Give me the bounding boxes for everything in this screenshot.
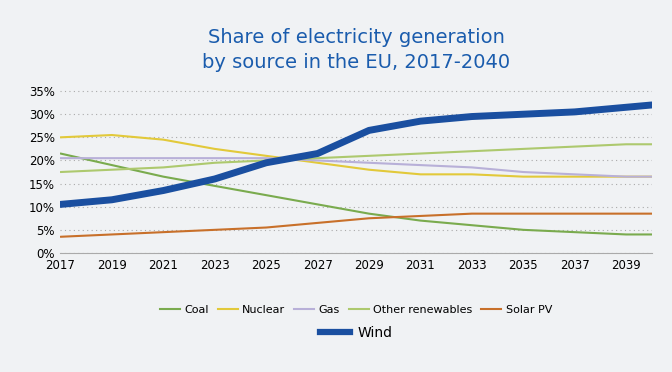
Legend: Wind: Wind: [314, 320, 398, 345]
Title: Share of electricity generation
by source in the EU, 2017-2040: Share of electricity generation by sourc…: [202, 28, 510, 72]
